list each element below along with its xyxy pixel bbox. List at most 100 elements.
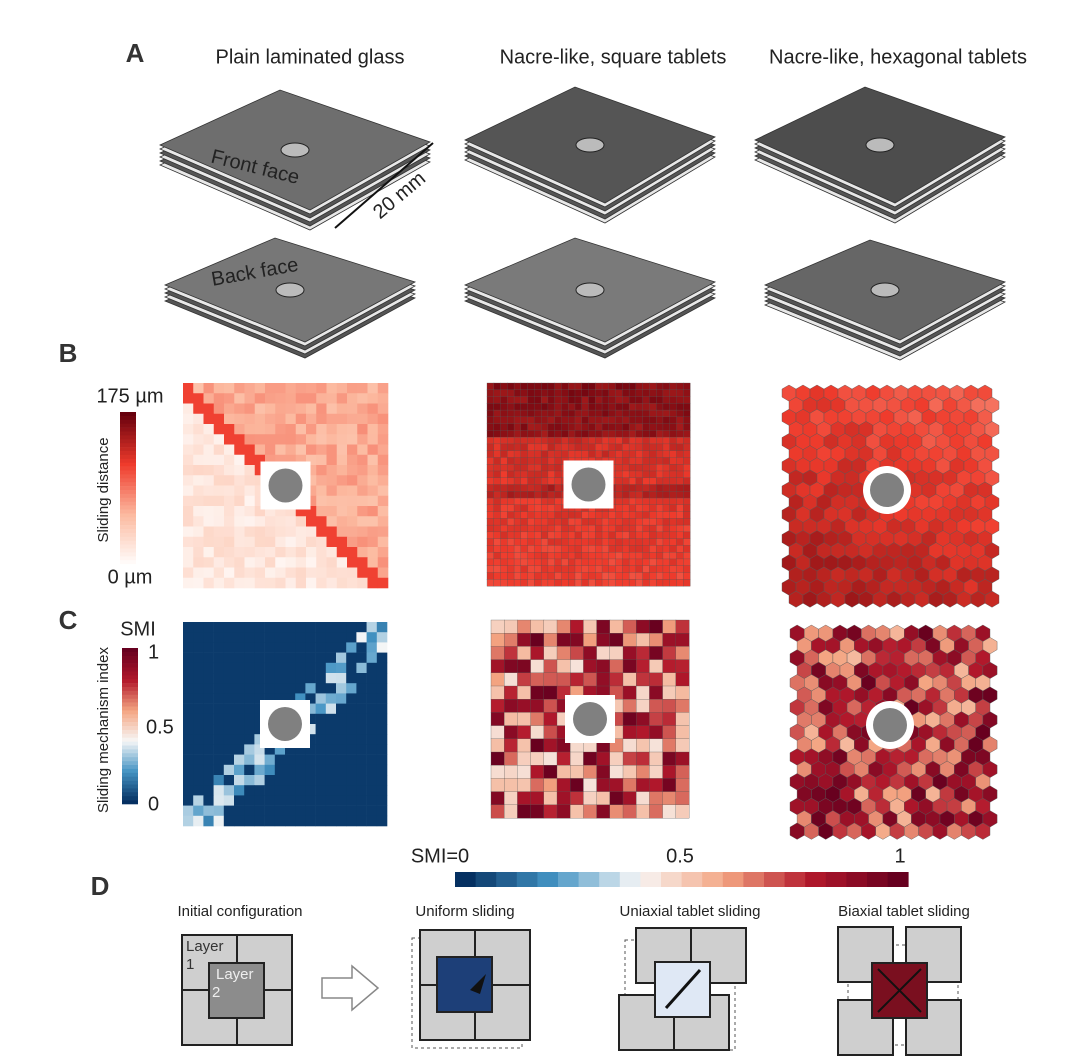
map-cell <box>517 738 532 753</box>
map-cell <box>336 734 347 745</box>
colorbar-title: Sliding mechanism index <box>95 647 112 813</box>
map-cell <box>540 484 549 492</box>
map-cell <box>356 683 367 694</box>
map-cell <box>376 652 388 664</box>
map-cell <box>183 526 194 538</box>
map-cell <box>285 815 296 827</box>
map-cell <box>500 518 508 526</box>
map-cell <box>357 547 368 558</box>
map-cell <box>234 683 245 694</box>
map-cell <box>649 619 664 634</box>
map-cell <box>608 579 617 587</box>
map-cell <box>500 423 508 431</box>
map-cell <box>193 434 204 445</box>
map-cell <box>316 475 327 486</box>
map-cell <box>527 409 535 418</box>
map-cell <box>285 526 297 538</box>
map-cell <box>305 673 316 684</box>
map-cell <box>336 465 348 476</box>
map-cell <box>656 545 664 553</box>
map-cell <box>513 470 522 479</box>
map-cell <box>622 699 637 713</box>
map-cell <box>513 403 522 411</box>
map-cell <box>601 436 610 445</box>
map-cell <box>316 403 327 415</box>
map-cell <box>224 526 235 538</box>
map-cell <box>628 579 637 587</box>
map-cell <box>622 791 637 806</box>
map-cell <box>540 511 549 519</box>
map-cell <box>622 725 637 740</box>
map-cell <box>568 518 576 526</box>
map-cell <box>367 444 379 456</box>
map-cell <box>223 764 235 776</box>
map-cell <box>534 416 542 425</box>
map-cell <box>517 725 532 740</box>
map-cell <box>234 485 245 497</box>
map-cell <box>608 518 617 526</box>
colorbar-step <box>496 872 518 887</box>
map-cell <box>543 765 558 779</box>
map-cell <box>554 477 562 485</box>
layer-label: 2 <box>212 984 220 1001</box>
map-cell <box>534 396 542 404</box>
map-cell <box>615 457 623 465</box>
map-cell <box>583 765 598 779</box>
map-cell <box>547 436 556 445</box>
map-cell <box>500 396 508 404</box>
map-cell <box>306 444 317 456</box>
map-cell <box>203 805 214 817</box>
map-cell <box>622 423 630 431</box>
map-cell <box>203 815 214 827</box>
map-cell <box>254 805 265 817</box>
map-cell <box>264 632 276 643</box>
map-cell <box>676 552 684 560</box>
colorbar-step <box>516 872 538 887</box>
colorbar-step <box>120 536 136 541</box>
map-cell <box>493 545 501 553</box>
map-cell <box>669 518 677 526</box>
map-cell <box>203 724 214 735</box>
map-cell <box>649 511 657 519</box>
map-cell <box>520 443 529 452</box>
map-cell <box>193 577 204 589</box>
panel-label: C <box>59 605 78 635</box>
colorbar-step <box>122 733 138 738</box>
map-cell <box>615 531 623 540</box>
map-cell <box>486 389 495 397</box>
map-cell <box>377 557 389 568</box>
map-cell <box>213 795 225 806</box>
map-cell <box>224 444 235 456</box>
map-cell <box>305 652 316 664</box>
map-cell <box>326 577 338 589</box>
map-cell <box>574 518 583 526</box>
map-cell <box>534 524 542 533</box>
map-cell <box>554 382 562 391</box>
map-cell <box>517 778 532 793</box>
map-cell <box>376 622 388 633</box>
map-cell <box>183 724 194 735</box>
map-cell <box>547 531 556 540</box>
colorbar-step <box>122 687 138 692</box>
map-cell <box>264 815 276 827</box>
map-cell <box>254 673 265 684</box>
map-cell <box>675 633 690 647</box>
map-cell <box>285 434 297 445</box>
map-cell <box>315 744 327 755</box>
map-cell <box>244 673 255 684</box>
map-cell <box>556 751 571 766</box>
map-cell <box>336 536 348 548</box>
map-cell <box>635 518 644 526</box>
map-cell <box>367 383 379 394</box>
map-cell <box>556 633 571 647</box>
colorbar-step <box>578 872 600 887</box>
map-cell <box>493 450 501 458</box>
map-cell <box>367 577 379 589</box>
map-cell <box>295 444 307 456</box>
map-cell <box>608 443 617 452</box>
map-cell <box>366 724 378 735</box>
map-cell <box>656 572 664 580</box>
map-cell <box>642 396 650 404</box>
map-cell <box>254 454 266 466</box>
map-cell <box>213 506 225 517</box>
